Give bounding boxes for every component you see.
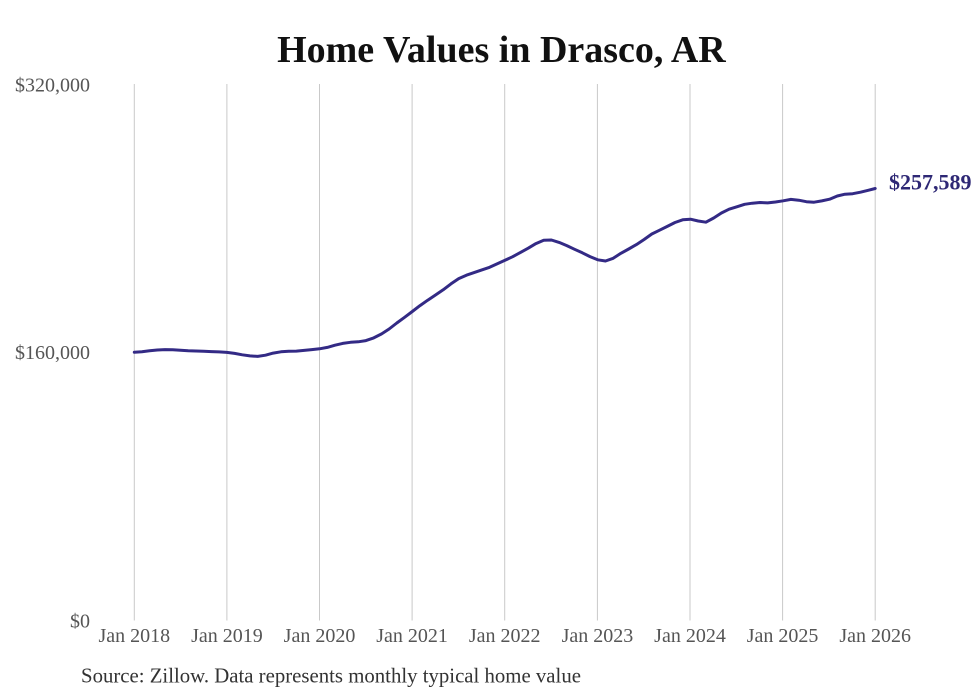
svg-text:Jan 2020: Jan 2020 xyxy=(284,625,356,647)
svg-text:$257,589: $257,589 xyxy=(889,170,972,195)
svg-text:$160,000: $160,000 xyxy=(15,342,90,364)
svg-text:Jan 2019: Jan 2019 xyxy=(191,625,263,647)
svg-text:Jan 2025: Jan 2025 xyxy=(747,625,819,647)
svg-text:$320,000: $320,000 xyxy=(15,75,90,97)
svg-text:$0: $0 xyxy=(70,611,90,633)
svg-text:Home Values in Drasco, AR: Home Values in Drasco, AR xyxy=(277,29,726,71)
svg-text:Jan 2018: Jan 2018 xyxy=(98,625,170,647)
svg-text:Jan 2023: Jan 2023 xyxy=(562,625,634,647)
svg-text:Jan 2021: Jan 2021 xyxy=(376,625,448,647)
svg-text:Jan 2022: Jan 2022 xyxy=(469,625,541,647)
svg-text:Jan 2026: Jan 2026 xyxy=(839,625,911,647)
svg-text:Jan 2024: Jan 2024 xyxy=(654,625,726,647)
svg-text:Source: Zillow. Data represent: Source: Zillow. Data represents monthly … xyxy=(81,665,581,688)
